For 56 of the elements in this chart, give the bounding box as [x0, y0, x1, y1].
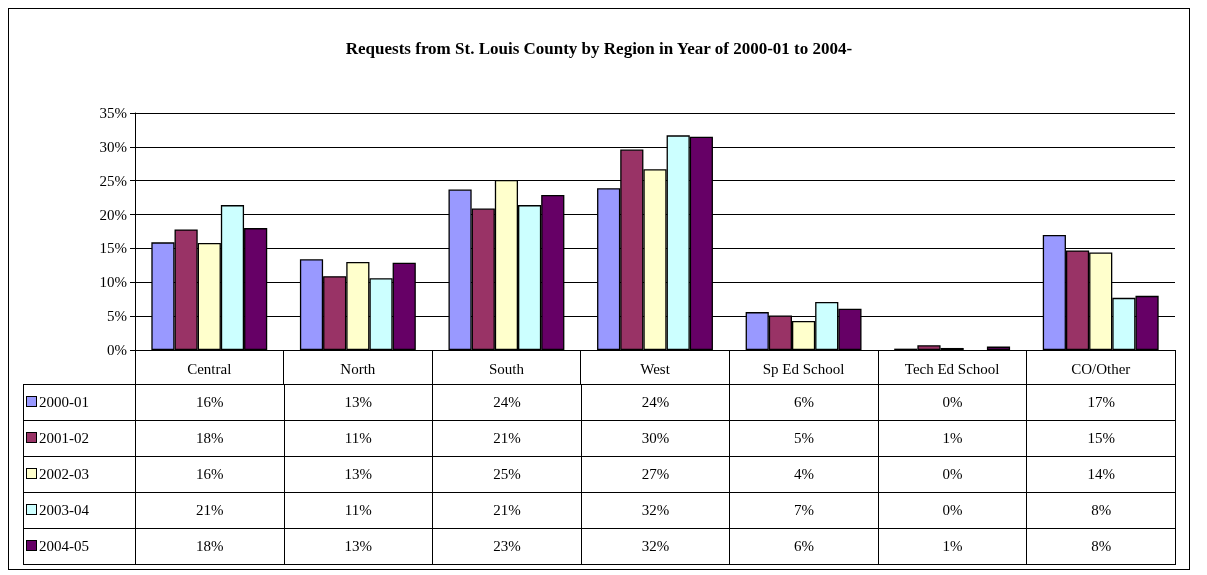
- data-label: 25%: [432, 456, 582, 493]
- x-tick-label: CO/Other: [1071, 360, 1131, 377]
- data-label: 0%: [878, 492, 1027, 529]
- data-label: 13%: [284, 456, 433, 493]
- y-tick-label: 25%: [99, 172, 127, 189]
- data-label: 17%: [1026, 384, 1176, 421]
- data-label: 14%: [1026, 456, 1176, 493]
- y-tick-label: 15%: [99, 240, 127, 257]
- data-label: 30%: [581, 420, 730, 457]
- y-tick-label: 0%: [107, 342, 127, 358]
- x-tick-label: West: [640, 360, 671, 377]
- data-label: 13%: [284, 384, 433, 421]
- data-label: 27%: [581, 456, 730, 493]
- y-tick-label: 35%: [99, 105, 127, 121]
- y-tick-label: 10%: [99, 274, 127, 291]
- x-tick-label: Tech Ed School: [904, 360, 1000, 377]
- data-label: 16%: [135, 456, 285, 493]
- legend-label: 2002-03: [23, 456, 136, 493]
- y-tick-label: 30%: [99, 138, 127, 155]
- data-label: 6%: [729, 384, 879, 421]
- x-tick-label: North: [340, 360, 376, 377]
- data-label: 32%: [581, 492, 730, 529]
- data-label: 18%: [135, 528, 285, 565]
- y-tick-label: 20%: [99, 206, 127, 223]
- data-label: 16%: [135, 384, 285, 421]
- legend-label: 2000-01: [23, 384, 136, 421]
- data-label: 1%: [878, 420, 1027, 457]
- data-label: 18%: [135, 420, 285, 457]
- data-label: 1%: [878, 528, 1027, 565]
- data-label: 24%: [581, 384, 730, 421]
- data-label: 21%: [432, 420, 582, 457]
- data-label: 32%: [581, 528, 730, 565]
- data-label: 23%: [432, 528, 582, 565]
- chart-title: Requests from St. Louis County by Region in Year of 2000-01 to 2004-: [345, 39, 853, 58]
- data-label: 5%: [729, 420, 879, 457]
- data-label: 11%: [284, 492, 433, 529]
- data-label: 8%: [1026, 528, 1176, 565]
- legend-label: 2003-04: [23, 492, 136, 529]
- x-tick-label: Central: [187, 360, 232, 377]
- data-label: 24%: [432, 384, 582, 421]
- data-label: 0%: [878, 384, 1027, 421]
- data-label: 7%: [729, 492, 879, 529]
- data-label: 21%: [135, 492, 285, 529]
- data-label: 15%: [1026, 420, 1176, 457]
- y-tick-label: 5%: [107, 308, 127, 325]
- data-label: 8%: [1026, 492, 1176, 529]
- data-label: 13%: [284, 528, 433, 565]
- x-tick-label: South: [488, 360, 525, 377]
- data-label: 21%: [432, 492, 582, 529]
- data-label: 4%: [729, 456, 879, 493]
- data-label: 0%: [878, 456, 1027, 493]
- legend-label: 2004-05: [23, 528, 136, 565]
- data-label: 6%: [729, 528, 879, 565]
- legend-label: 2001-02: [23, 420, 136, 457]
- x-tick-label: Sp Ed School: [762, 360, 845, 377]
- data-label: 11%: [284, 420, 433, 457]
